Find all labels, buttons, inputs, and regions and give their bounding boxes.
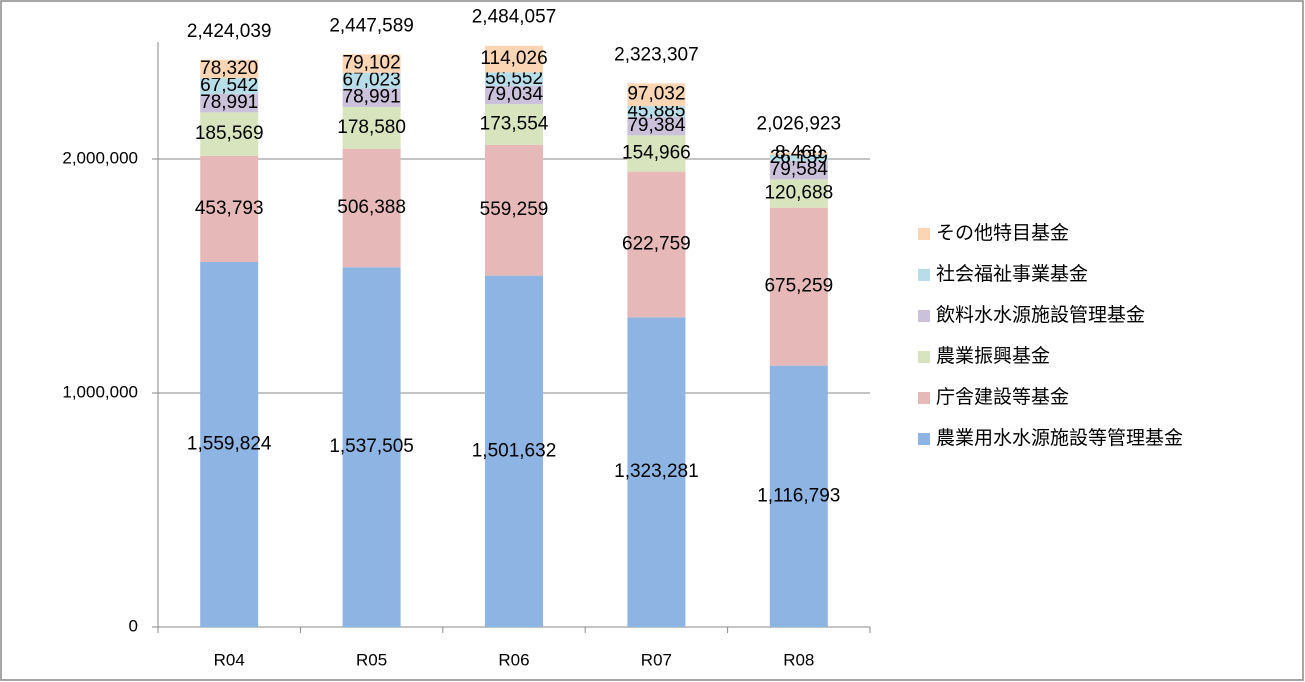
value-label: 79,384 — [627, 115, 686, 136]
bar-segment — [627, 317, 686, 627]
value-label: 453,793 — [195, 198, 264, 219]
value-label: 622,759 — [622, 234, 691, 255]
value-label: 78,991 — [200, 92, 258, 113]
x-tick-label: R08 — [783, 650, 814, 669]
total-label: 2,323,307 — [614, 44, 699, 65]
legend-label: 農業振興基金 — [936, 345, 1050, 367]
y-tick-label: 2,000,000 — [62, 148, 138, 167]
bar-segment — [769, 179, 828, 208]
value-label: 178,580 — [337, 117, 406, 138]
bar-segment — [342, 72, 401, 89]
value-label: 114,026 — [480, 48, 547, 69]
value-label: 154,966 — [622, 143, 691, 164]
bar-segment — [769, 152, 828, 155]
bar-segment — [342, 267, 401, 627]
bar-segment — [627, 106, 686, 117]
value-label: 67,023 — [343, 70, 401, 91]
bar-segment — [769, 160, 828, 180]
value-label: 1,559,824 — [187, 434, 272, 455]
legend-swatch — [918, 392, 930, 404]
bar-segment — [342, 106, 401, 149]
total-label: 2,484,057 — [472, 7, 557, 28]
value-label: 675,259 — [764, 276, 833, 297]
value-label: 8,460 — [775, 143, 823, 164]
value-label: 120,688 — [764, 183, 833, 204]
value-label: 1,537,505 — [329, 436, 414, 457]
value-label: 97,032 — [627, 84, 685, 105]
y-tick-label: 1,000,000 — [62, 382, 138, 401]
bar-segment — [342, 54, 401, 73]
value-label: 78,320 — [200, 58, 258, 79]
value-label: 79,584 — [770, 159, 829, 180]
value-label: 173,554 — [480, 113, 549, 134]
bar-segment — [200, 78, 259, 94]
bar-segment — [485, 72, 543, 86]
value-label: 1,323,281 — [614, 461, 699, 482]
y-tick-label: 0 — [129, 616, 138, 635]
bar-segment — [627, 83, 686, 107]
bar-segment — [200, 93, 259, 113]
bar-segment — [200, 262, 259, 627]
bar-segment — [485, 275, 543, 627]
x-tick-label: R07 — [641, 650, 672, 669]
value-label: 26,139 — [770, 147, 828, 168]
x-tick-label: R04 — [214, 650, 245, 669]
x-tick-label: R06 — [498, 650, 529, 669]
value-label: 56,552 — [485, 68, 543, 89]
bar-segment — [200, 112, 259, 156]
value-label: 559,259 — [480, 199, 549, 220]
bar-segment — [485, 104, 543, 145]
total-label: 2,447,589 — [329, 15, 414, 36]
legend-label: その他特目基金 — [936, 222, 1069, 244]
total-label: 2,026,923 — [757, 114, 842, 135]
bar-segment — [342, 148, 401, 268]
bar-segment — [769, 207, 828, 366]
legend-label: 農業用水水源施設等管理基金 — [936, 427, 1183, 449]
x-tick-label: R05 — [356, 650, 387, 669]
bar-segment — [627, 116, 686, 136]
value-label: 67,542 — [200, 75, 258, 96]
bar-segment — [485, 45, 543, 73]
bar-segment — [769, 154, 828, 161]
value-label: 185,569 — [195, 123, 264, 144]
legend-swatch — [918, 228, 930, 240]
legend-swatch — [918, 269, 930, 281]
value-label: 1,501,632 — [472, 440, 557, 461]
value-label: 79,102 — [343, 53, 401, 74]
legend-swatch — [918, 351, 930, 363]
value-label: 78,991 — [343, 87, 401, 108]
legend-swatch — [918, 433, 930, 445]
bar-segment — [627, 135, 686, 172]
bar-segment — [485, 85, 543, 105]
value-label: 506,388 — [337, 197, 406, 218]
bar-segment — [342, 88, 401, 107]
value-label: 79,034 — [485, 84, 544, 105]
legend-swatch — [918, 310, 930, 322]
value-label: 1,116,793 — [757, 485, 840, 506]
legend-label: 飲料水水源施設管理基金 — [936, 304, 1145, 326]
bar-segment — [200, 59, 259, 79]
legend-label: 社会福祉事業基金 — [936, 263, 1088, 285]
bar-segment — [200, 155, 259, 263]
bar-segment — [485, 144, 543, 276]
bar-segment — [627, 171, 686, 318]
total-label: 2,424,039 — [187, 21, 272, 42]
bar-segment — [769, 365, 828, 627]
legend-label: 庁舎建設等基金 — [936, 386, 1069, 408]
